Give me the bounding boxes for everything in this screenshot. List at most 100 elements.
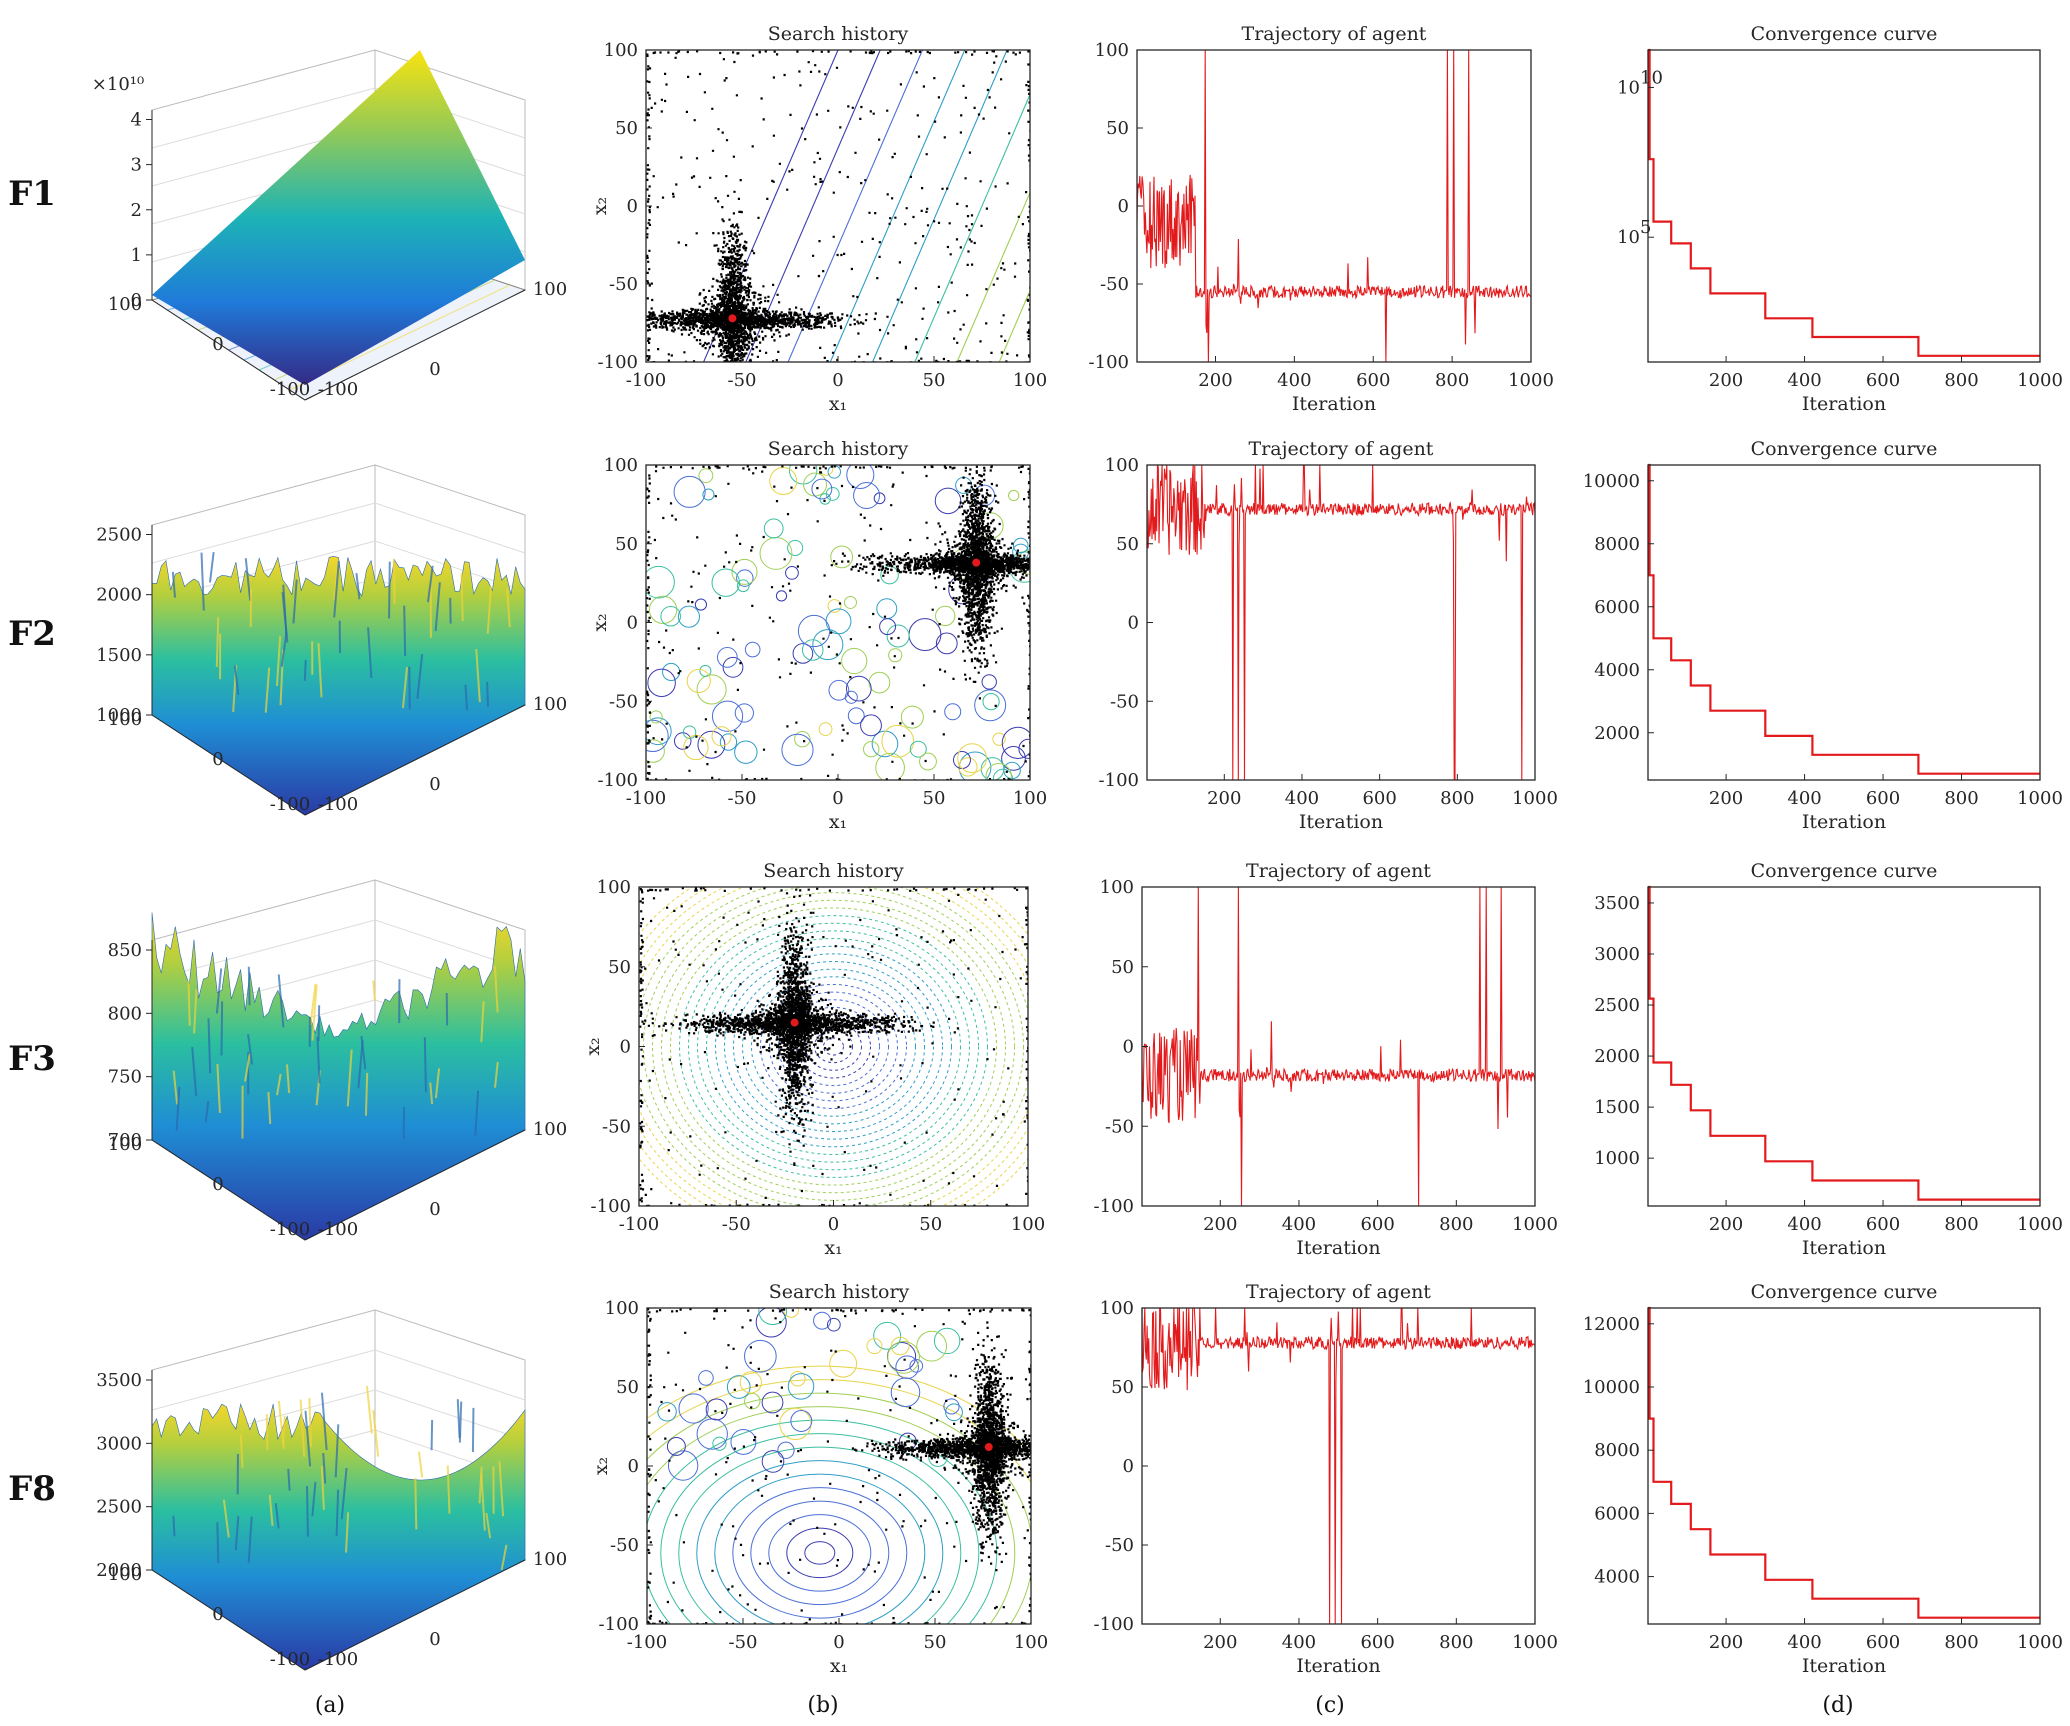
surface-ridge: [317, 1005, 321, 1042]
x-axis-label: x₁: [830, 1655, 848, 1677]
x-tick-label: 200: [1203, 1214, 1237, 1235]
xy-tick-label: 0: [212, 749, 223, 770]
surface-ridge: [333, 561, 339, 600]
contour-blob: [957, 743, 987, 773]
contour-ring: [750, 1500, 890, 1606]
plot-title: Search history: [763, 860, 904, 882]
contour-ring: [715, 945, 952, 1148]
contour-blob: [863, 740, 880, 758]
y-tick-label: 100: [604, 40, 638, 61]
search-points: [646, 465, 1030, 780]
y-tick-exponent: 10: [1640, 67, 1663, 88]
contour-blob: [881, 724, 915, 758]
surface-ridge: [478, 1466, 483, 1504]
contour-ring: [732, 1487, 908, 1619]
surface-ridge: [429, 1082, 434, 1105]
plot-title: Search history: [769, 1281, 910, 1303]
y-tick-label: -50: [602, 1116, 631, 1137]
contour-blob: [790, 1410, 813, 1432]
contour-blob: [853, 482, 881, 509]
best-position-marker: [972, 558, 981, 567]
search-history-plot-F8: Search history x₁ x₂ -100 -50 0 50 100 -100 -50 0 5…: [590, 1281, 1048, 1677]
contour-blob: [801, 639, 824, 661]
y-tick-label: -100: [599, 1614, 639, 1635]
contour-blob: [1001, 726, 1030, 759]
contour-ring: [647, 1379, 1031, 1624]
contour-blob: [916, 1330, 948, 1362]
y-tick-label: 1500: [1594, 1097, 1640, 1118]
y-tick-label: 4000: [1594, 1567, 1640, 1588]
surface-axis-x: [151, 299, 306, 401]
contour-blob: [694, 598, 708, 611]
y-tick-label: 50: [1106, 118, 1129, 139]
contour-ring: [678, 1446, 962, 1624]
z-tick-label: 2000: [96, 1560, 142, 1581]
contour-blob: [797, 614, 831, 648]
x-tick-label: 100: [1014, 1632, 1048, 1653]
y-tick-label: 50: [615, 118, 638, 139]
trajectory-line: [1141, 1307, 1536, 1625]
x-tick-label: 800: [1944, 1632, 1978, 1653]
contour-blob: [726, 1375, 751, 1399]
search-points: [646, 50, 1030, 362]
contour-ring: [652, 892, 1015, 1201]
x-tick-label: 400: [1282, 1632, 1316, 1653]
x-tick-label: 400: [1787, 370, 1821, 391]
contour-blob: [982, 692, 1000, 711]
y-tick-label: 50: [1116, 534, 1139, 555]
x-tick-label: 600: [1360, 1214, 1394, 1235]
surface-ridge: [500, 1544, 508, 1571]
contour-layer: [703, 50, 1030, 362]
contour-blob: [711, 568, 740, 597]
x-tick-label: 200: [1207, 788, 1241, 809]
y-tick-label: 2500: [1594, 995, 1640, 1016]
y-tick-label: -100: [1099, 770, 1139, 791]
surface-ridge: [366, 1385, 373, 1434]
plot-title: Search history: [768, 438, 909, 460]
contour-blob: [648, 595, 678, 625]
xy-tick-label: 0: [429, 774, 440, 795]
plot-frame: [1647, 49, 2041, 363]
x-tick-label: 0: [832, 370, 843, 391]
contour-blob: [794, 731, 811, 748]
plot-title: Convergence curve: [1751, 23, 1938, 45]
xy-tick-label: -100: [318, 379, 358, 400]
z-tick-label: 2: [131, 200, 142, 221]
contour-blob: [876, 598, 898, 620]
y-tick-label: 0: [620, 1037, 631, 1058]
surface-ridge: [286, 1064, 291, 1094]
convergence-plot-F1: Convergence curve Iteration 200 400 600 800 10…: [1617, 23, 2063, 415]
surface-ridge: [456, 1399, 461, 1438]
contour-blob: [683, 734, 709, 761]
contour-ring: [768, 1514, 872, 1592]
y-tick-exponent: 5: [1640, 217, 1651, 238]
y-tick-label: 0: [627, 613, 638, 634]
contour-blob: [985, 763, 1012, 780]
x-tick-label: 200: [1709, 788, 1743, 809]
y-tick-label: 0: [1123, 1037, 1134, 1058]
surface-axis-x: [151, 1569, 306, 1671]
plot-frame: [646, 1307, 1032, 1625]
contour-ring: [697, 930, 970, 1163]
surface-ridge: [287, 1468, 291, 1491]
x-axis-label: x₁: [829, 811, 847, 833]
surface-ridge: [277, 974, 285, 1028]
contour-blob: [887, 1340, 921, 1374]
contour-ring: [751, 976, 916, 1117]
contour-ring: [647, 1365, 1031, 1455]
x-tick-label: 1000: [2017, 1632, 2063, 1653]
contour-blob: [647, 668, 676, 698]
x-tick-label: 200: [1709, 1214, 1743, 1235]
plot-title: Search history: [768, 23, 909, 45]
z-tick-label: 2500: [96, 525, 142, 546]
contour-ring: [714, 1473, 926, 1624]
contour-blob: [812, 629, 844, 661]
surface-ridge: [486, 681, 489, 707]
z-tick-label: 2500: [96, 1497, 142, 1518]
y-tick-label: 0: [1118, 196, 1129, 217]
search-point-cloud: [647, 1308, 1031, 1624]
row-label-F8: F8: [8, 1469, 56, 1509]
contour-blob: [699, 664, 712, 677]
x-tick-label: -100: [626, 788, 666, 809]
surface-ridge: [494, 1061, 499, 1088]
